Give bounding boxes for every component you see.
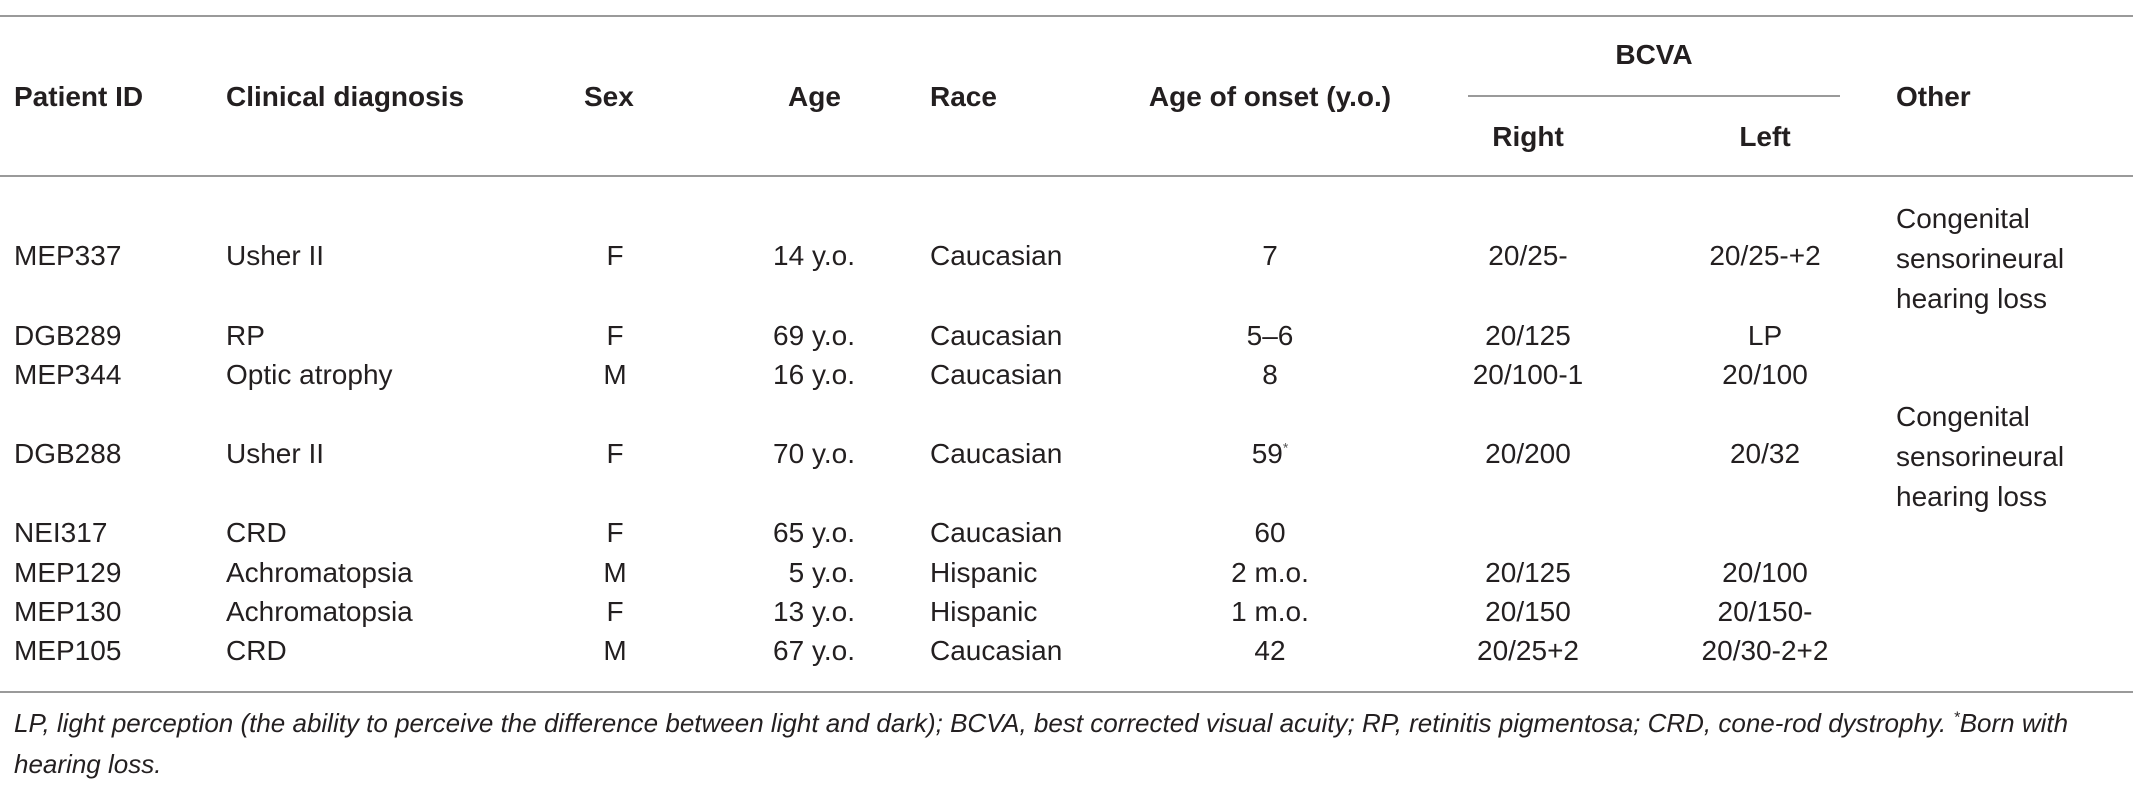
table-top-rule (0, 15, 2133, 17)
cell-clinical-diagnosis: Achromatopsia (226, 557, 413, 588)
cell-patient-id: MEP129 (14, 557, 122, 588)
footnote-abbreviations: LP, light perception (the ability to per… (14, 708, 1954, 738)
cell-bcva-left: 20/100 (1722, 359, 1808, 390)
onset-value: 1 m.o. (1231, 596, 1309, 627)
cell-bcva-right: 20/25+2 (1477, 635, 1579, 666)
cell-sex: F (606, 517, 624, 548)
cell-age-of-onset: 5–6 (1170, 319, 1370, 353)
cell-bcva-right: 20/125 (1485, 320, 1571, 351)
header-age: Age (788, 81, 841, 112)
cell-sex: F (606, 240, 624, 271)
cell-race: Caucasian (930, 240, 1063, 271)
cell-age-of-onset: 59* (1170, 437, 1370, 471)
footnote-mark: * (1953, 709, 1960, 727)
cell-age-of-onset: 42 (1170, 634, 1370, 668)
other-line: hearing loss (1896, 283, 2047, 314)
cell-bcva-left: LP (1747, 320, 1783, 351)
table-footnote: LP, light perception (the ability to per… (14, 703, 2119, 785)
cell-age: 16 y.o. (773, 359, 855, 390)
cell-race: Caucasian (930, 635, 1063, 666)
cell-other: Congenital sensorineural hearing loss (1896, 397, 2064, 517)
cell-patient-id: DGB289 (14, 320, 122, 351)
cell-race: Caucasian (930, 438, 1063, 469)
header-clinical-diagnosis: Clinical diagnosis (226, 81, 465, 112)
cell-bcva-left: 20/150- (1717, 596, 1813, 627)
cell-age: 65 y.o. (773, 517, 855, 548)
cell-bcva-right: 20/200 (1485, 438, 1571, 469)
cell-age-of-onset: 8 (1170, 358, 1370, 392)
header-age-of-onset: Age of onset (y.o.) (1148, 81, 1392, 112)
cell-patient-id: MEP130 (14, 596, 122, 627)
other-line: sensorineural (1896, 243, 2065, 274)
cell-age-of-onset: 60 (1170, 516, 1370, 550)
cell-bcva-right: 20/100-1 (1472, 359, 1584, 390)
onset-value: 60 (1254, 517, 1286, 548)
onset-value: 5–6 (1246, 320, 1294, 351)
cell-clinical-diagnosis: CRD (226, 517, 287, 548)
cell-race: Caucasian (930, 359, 1063, 390)
cell-bcva-right: 20/25- (1488, 240, 1568, 271)
onset-footnote-mark: * (1282, 439, 1289, 456)
cell-bcva-left: 20/100 (1722, 557, 1808, 588)
cell-clinical-diagnosis: RP (226, 320, 265, 351)
cell-race: Caucasian (930, 320, 1063, 351)
header-bottom-rule (0, 175, 2133, 177)
cell-patient-id: DGB288 (14, 438, 122, 469)
cell-age: 13 y.o. (773, 596, 855, 627)
cell-clinical-diagnosis: CRD (226, 635, 287, 666)
header-bcva-left: Left (1739, 121, 1791, 152)
cell-age: 69 y.o. (773, 320, 855, 351)
onset-value: 42 (1254, 635, 1286, 666)
cell-clinical-diagnosis: Optic atrophy (226, 359, 393, 390)
cell-race: Caucasian (930, 517, 1063, 548)
cell-sex: F (606, 596, 624, 627)
cell-race: Hispanic (930, 596, 1038, 627)
cell-age-of-onset: 2 m.o. (1170, 556, 1370, 590)
onset-value: 2 m.o. (1231, 557, 1309, 588)
cell-sex: M (603, 359, 627, 390)
cell-patient-id: MEP337 (14, 240, 122, 271)
cell-clinical-diagnosis: Usher II (226, 438, 325, 469)
cell-sex: F (606, 438, 624, 469)
cell-bcva-right: 20/125 (1485, 557, 1571, 588)
bcva-group-rule (1468, 95, 1840, 97)
onset-value: 59 (1251, 438, 1283, 469)
cell-patient-id: MEP344 (14, 359, 122, 390)
cell-bcva-left: 20/30-2+2 (1701, 635, 1829, 666)
cell-bcva-left: 20/32 (1729, 438, 1801, 469)
header-patient-id: Patient ID (14, 81, 144, 112)
onset-value: 8 (1262, 359, 1278, 390)
cell-age: 67 y.o. (773, 635, 855, 666)
other-line: Congenital (1896, 203, 2030, 234)
cell-race: Hispanic (930, 557, 1038, 588)
cell-bcva-left: 20/25-+2 (1709, 240, 1821, 271)
header-race: Race (930, 81, 997, 112)
cell-age-of-onset: 1 m.o. (1170, 595, 1370, 629)
other-line: sensorineural (1896, 441, 2065, 472)
cell-clinical-diagnosis: Achromatopsia (226, 596, 413, 627)
other-line: Congenital (1896, 401, 2030, 432)
other-line: hearing loss (1896, 481, 2047, 512)
table-bottom-rule (0, 691, 2133, 693)
cell-patient-id: NEI317 (14, 517, 108, 548)
cell-other: Congenital sensorineural hearing loss (1896, 199, 2064, 319)
cell-patient-id: MEP105 (14, 635, 122, 666)
cell-age: 70 y.o. (773, 438, 855, 469)
cell-sex: F (606, 320, 624, 351)
header-sex: Sex (584, 81, 634, 112)
cell-age: 14 y.o. (773, 240, 855, 271)
header-other: Other (1896, 81, 1971, 112)
footnote-mark-text: Born with hearing loss. (14, 708, 2069, 779)
cell-age-of-onset: 7 (1170, 239, 1370, 273)
cell-age: 5 y.o. (788, 557, 855, 588)
header-bcva: BCVA (1615, 39, 1693, 70)
cell-bcva-right: 20/150 (1485, 596, 1571, 627)
onset-value: 7 (1262, 240, 1278, 271)
cell-sex: M (603, 635, 627, 666)
cell-clinical-diagnosis: Usher II (226, 240, 325, 271)
header-bcva-right: Right (1492, 121, 1564, 152)
cell-sex: M (603, 557, 627, 588)
